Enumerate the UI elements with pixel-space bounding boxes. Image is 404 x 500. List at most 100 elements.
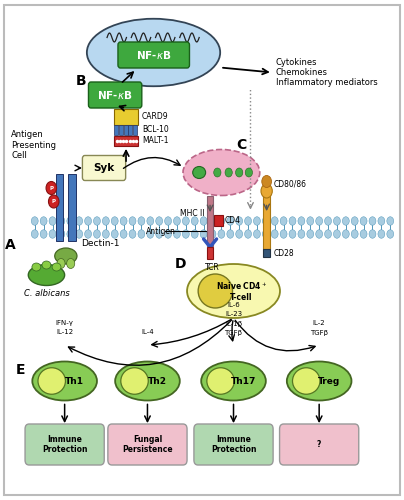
Circle shape	[103, 217, 109, 225]
FancyBboxPatch shape	[133, 125, 137, 135]
Text: MALT-1: MALT-1	[142, 136, 168, 145]
Circle shape	[49, 217, 56, 225]
Text: B: B	[76, 74, 86, 88]
Text: Naive CD4$^+$
T-cell: Naive CD4$^+$ T-cell	[216, 280, 267, 302]
Circle shape	[147, 217, 154, 225]
Text: NF-$\kappa$B: NF-$\kappa$B	[136, 49, 171, 61]
Text: Fungal
Persistence: Fungal Persistence	[122, 435, 173, 454]
Circle shape	[191, 230, 198, 238]
Text: Th17: Th17	[231, 376, 256, 386]
Text: A: A	[5, 238, 15, 252]
Circle shape	[165, 217, 172, 225]
Circle shape	[245, 168, 252, 177]
Circle shape	[298, 230, 305, 238]
Text: IL-1β: IL-1β	[225, 321, 242, 327]
Circle shape	[271, 230, 278, 238]
Circle shape	[67, 258, 75, 268]
Ellipse shape	[207, 368, 234, 394]
Bar	[207, 196, 213, 246]
Circle shape	[298, 217, 305, 225]
Text: Dectin-1: Dectin-1	[82, 240, 120, 248]
Circle shape	[48, 195, 59, 208]
Circle shape	[280, 217, 287, 225]
Circle shape	[227, 217, 234, 225]
Circle shape	[245, 230, 251, 238]
FancyBboxPatch shape	[128, 125, 133, 135]
Circle shape	[156, 230, 162, 238]
Text: Th2: Th2	[148, 376, 167, 386]
Circle shape	[112, 217, 118, 225]
Circle shape	[129, 230, 136, 238]
Circle shape	[245, 217, 251, 225]
Ellipse shape	[198, 274, 232, 308]
FancyBboxPatch shape	[82, 156, 126, 180]
Circle shape	[325, 217, 332, 225]
Circle shape	[58, 230, 65, 238]
Circle shape	[369, 230, 376, 238]
Circle shape	[254, 230, 261, 238]
Circle shape	[227, 230, 234, 238]
Circle shape	[360, 230, 367, 238]
Circle shape	[147, 230, 154, 238]
Ellipse shape	[55, 248, 77, 264]
Circle shape	[57, 258, 65, 268]
Ellipse shape	[115, 362, 180, 401]
Circle shape	[32, 217, 38, 225]
Text: P: P	[49, 186, 53, 190]
Text: IL-23: IL-23	[225, 312, 242, 318]
Circle shape	[46, 182, 57, 194]
Ellipse shape	[292, 368, 320, 394]
Circle shape	[289, 230, 296, 238]
Ellipse shape	[52, 263, 61, 271]
Circle shape	[261, 184, 272, 198]
Bar	[56, 174, 63, 241]
Text: Th1: Th1	[65, 376, 84, 386]
Circle shape	[236, 168, 243, 177]
Circle shape	[218, 217, 225, 225]
Ellipse shape	[87, 18, 220, 86]
Circle shape	[271, 217, 278, 225]
Circle shape	[85, 230, 92, 238]
Circle shape	[369, 217, 376, 225]
Text: Syk: Syk	[93, 163, 115, 173]
Circle shape	[191, 217, 198, 225]
Ellipse shape	[287, 362, 351, 401]
Text: CD80/86: CD80/86	[274, 180, 307, 188]
Circle shape	[94, 230, 101, 238]
Circle shape	[316, 217, 323, 225]
Circle shape	[387, 230, 394, 238]
Ellipse shape	[38, 368, 65, 394]
FancyBboxPatch shape	[124, 125, 128, 135]
Text: Chemokines: Chemokines	[276, 68, 328, 77]
Circle shape	[378, 230, 385, 238]
Ellipse shape	[28, 264, 65, 285]
Circle shape	[40, 217, 47, 225]
Bar	[263, 194, 270, 248]
Circle shape	[120, 217, 127, 225]
FancyBboxPatch shape	[25, 424, 104, 465]
Bar	[68, 174, 76, 241]
Text: CD4: CD4	[225, 216, 241, 225]
FancyBboxPatch shape	[114, 125, 118, 135]
Circle shape	[165, 230, 172, 238]
Text: C: C	[236, 138, 247, 152]
Bar	[263, 249, 270, 257]
Text: Antigen
Presenting
Cell: Antigen Presenting Cell	[11, 130, 56, 160]
Circle shape	[174, 217, 181, 225]
Text: Treg: Treg	[318, 376, 341, 386]
Circle shape	[351, 230, 358, 238]
Circle shape	[280, 230, 287, 238]
Circle shape	[94, 217, 101, 225]
Circle shape	[49, 230, 56, 238]
Circle shape	[262, 176, 271, 188]
Circle shape	[254, 217, 261, 225]
Circle shape	[138, 217, 145, 225]
FancyBboxPatch shape	[194, 424, 273, 465]
Text: NF-$\kappa$B: NF-$\kappa$B	[97, 89, 133, 101]
Bar	[214, 215, 223, 226]
Ellipse shape	[32, 362, 97, 401]
Circle shape	[307, 217, 314, 225]
Circle shape	[209, 217, 216, 225]
Text: D: D	[175, 257, 187, 271]
Ellipse shape	[193, 166, 206, 178]
